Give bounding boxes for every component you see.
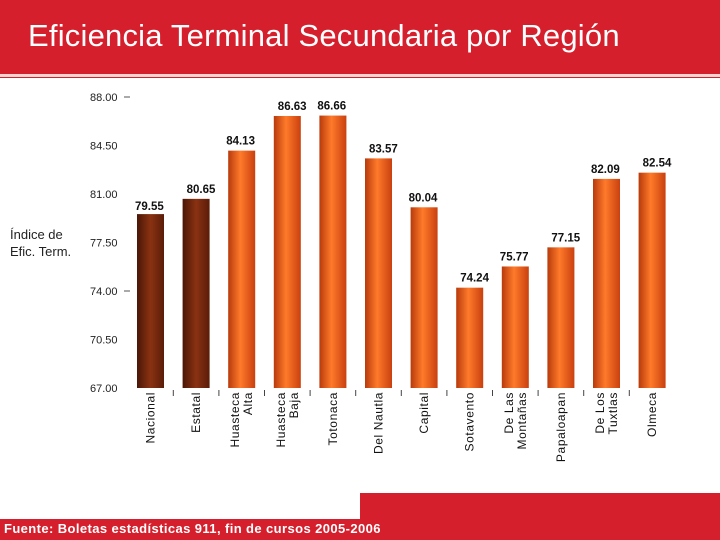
bar-4 bbox=[319, 115, 347, 388]
category-label: Sotavento bbox=[463, 392, 477, 451]
y-tick-label: 88.00 bbox=[90, 92, 118, 104]
category-label: Huasteca Alta bbox=[228, 392, 255, 448]
source-note: Fuente: Boletas estadísticas 911, fin de… bbox=[4, 521, 381, 536]
title-bar: Eficiencia Terminal Secundaria por Regió… bbox=[0, 0, 720, 78]
value-label: 79.55 bbox=[135, 201, 164, 213]
category-label-line: De Las bbox=[502, 392, 516, 434]
category-label-line: Olmeca bbox=[645, 392, 659, 437]
category-label: Papaloapan bbox=[554, 392, 568, 462]
category-label: Del Nautla bbox=[372, 392, 386, 454]
value-label: 80.04 bbox=[409, 192, 438, 204]
category-label-line: Nacional bbox=[144, 392, 158, 444]
value-labels: 79.55 80.65 84.13 86.63 86.66 83.57 80.04 74.24… bbox=[135, 101, 672, 285]
category-label-line: Estatal bbox=[189, 392, 203, 433]
title-underline bbox=[0, 74, 720, 77]
category-label-line: Papaloapan bbox=[554, 392, 568, 462]
category-label-line: Del Nautla bbox=[372, 392, 386, 454]
category-label: De Los Tuxtlas bbox=[593, 392, 620, 434]
value-label: 74.24 bbox=[460, 273, 489, 285]
bar-8 bbox=[501, 266, 529, 388]
value-label: 75.77 bbox=[500, 251, 529, 263]
category-label-line: Sotavento bbox=[463, 392, 477, 451]
bar-7 bbox=[456, 287, 484, 388]
bar-6 bbox=[410, 207, 438, 388]
category-label-line: Huasteca bbox=[228, 392, 242, 448]
bar-11 bbox=[638, 172, 666, 388]
category-label-line: Huasteca bbox=[274, 392, 288, 448]
bar-5 bbox=[365, 158, 392, 388]
bar-9 bbox=[547, 247, 575, 388]
category-labels: Nacional Estatal Huasteca Alta Huasteca Baja T… bbox=[144, 390, 659, 462]
category-label: Huasteca Baja bbox=[274, 392, 301, 448]
y-axis-label-line-2: Efic. Term. bbox=[10, 244, 72, 259]
bar-1 bbox=[182, 198, 210, 388]
category-label-line: Totonaca bbox=[326, 392, 340, 446]
value-label: 86.63 bbox=[278, 101, 307, 113]
category-label-line: Montañas bbox=[515, 392, 529, 450]
bars bbox=[137, 115, 666, 388]
bar-0 bbox=[137, 214, 164, 388]
category-label-line: De Los bbox=[593, 392, 607, 434]
y-tick-label: 81.00 bbox=[90, 189, 118, 201]
category-label: Estatal bbox=[189, 392, 203, 433]
value-label: 77.15 bbox=[551, 232, 580, 244]
category-label: Totonaca bbox=[326, 392, 340, 446]
value-label: 80.65 bbox=[187, 184, 216, 196]
category-label-line: Alta bbox=[241, 392, 255, 415]
value-label: 82.09 bbox=[591, 164, 620, 176]
category-label: Capital bbox=[417, 392, 431, 434]
category-label: Olmeca bbox=[645, 392, 659, 437]
y-tick-label: 74.00 bbox=[90, 286, 118, 298]
category-label-line: Tuxtlas bbox=[606, 392, 620, 434]
page-title: Eficiencia Terminal Secundaria por Regió… bbox=[28, 18, 620, 53]
bar-3 bbox=[273, 115, 301, 388]
footer-bar: Fuente: Boletas estadísticas 911, fin de… bbox=[0, 519, 720, 540]
value-label: 86.66 bbox=[317, 101, 346, 113]
y-tick-label: 67.00 bbox=[90, 383, 118, 395]
y-axis-label: Índice de Efic. Term. bbox=[10, 226, 71, 260]
y-tick-label: 70.50 bbox=[90, 335, 118, 347]
bar-10 bbox=[593, 178, 620, 388]
bar-chart: 88.00 84.50 81.00 77.50 74.00 70.50 67.00 79.5… bbox=[90, 92, 672, 462]
y-tick-label: 77.50 bbox=[90, 238, 118, 250]
y-axis-label-line-1: Índice de bbox=[10, 227, 63, 242]
category-label-line: Capital bbox=[417, 392, 431, 434]
bar-2 bbox=[228, 150, 256, 388]
y-axis-ticks: 88.00 84.50 81.00 77.50 74.00 70.50 67.00 bbox=[90, 92, 130, 395]
footer-accent bbox=[360, 493, 720, 519]
y-tick-label: 84.50 bbox=[90, 141, 118, 153]
category-label-line: Baja bbox=[287, 392, 301, 418]
category-label: De Las Montañas bbox=[502, 392, 529, 450]
category-label: Nacional bbox=[144, 392, 158, 444]
value-label: 84.13 bbox=[226, 136, 255, 148]
value-label: 83.57 bbox=[369, 143, 398, 155]
value-label: 82.54 bbox=[643, 158, 672, 170]
